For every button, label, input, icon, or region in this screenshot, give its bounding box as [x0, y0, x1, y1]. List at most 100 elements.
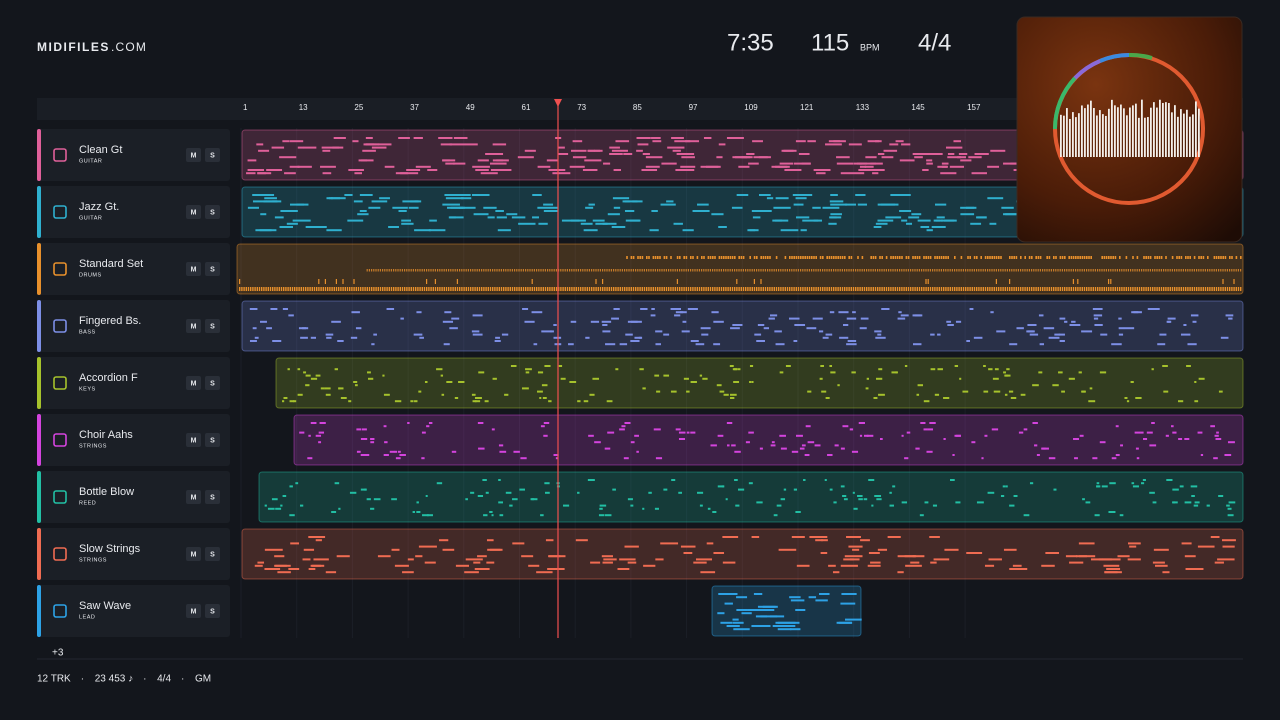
- note: [445, 162, 455, 165]
- clip[interactable]: [711, 585, 862, 637]
- mute-button[interactable]: M: [186, 148, 201, 162]
- playhead-handle[interactable]: [554, 99, 562, 107]
- note: [722, 561, 736, 564]
- drum-hit: [1141, 287, 1143, 291]
- note: [412, 511, 415, 513]
- drum-hit: [868, 269, 870, 272]
- drum-hit: [580, 287, 582, 291]
- note: [498, 479, 501, 481]
- note: [783, 149, 797, 152]
- clip[interactable]: [241, 300, 1244, 352]
- note: [891, 371, 897, 374]
- hidden-tracks[interactable]: +3: [52, 648, 64, 659]
- drum-hit: [525, 269, 527, 272]
- solo-label[interactable]: S: [210, 437, 215, 444]
- mute-button[interactable]: M: [186, 433, 201, 447]
- drum-hit: [960, 269, 962, 272]
- clip[interactable]: [258, 471, 1244, 523]
- drum-hit: [1213, 287, 1215, 291]
- clip[interactable]: [241, 129, 1244, 181]
- solo-button[interactable]: S: [205, 604, 220, 618]
- solo-label[interactable]: S: [210, 152, 215, 159]
- mute-button[interactable]: M: [186, 490, 201, 504]
- mute-button[interactable]: M: [186, 262, 201, 276]
- clip[interactable]: [293, 414, 1244, 466]
- note: [914, 314, 921, 317]
- mute-label[interactable]: M: [191, 323, 197, 330]
- solo-button[interactable]: S: [205, 490, 220, 504]
- solo-button[interactable]: S: [205, 262, 220, 276]
- note: [930, 368, 936, 371]
- drum-hit: [830, 287, 833, 291]
- track-name: Saw Wave: [79, 600, 131, 612]
- note: [494, 340, 501, 342]
- note: [497, 229, 511, 232]
- clip[interactable]: [236, 243, 1244, 295]
- solo-button[interactable]: S: [205, 148, 220, 162]
- note: [483, 206, 497, 209]
- note: [370, 507, 375, 510]
- mute-label[interactable]: M: [191, 608, 197, 615]
- clip[interactable]: [241, 528, 1244, 580]
- drum-hit: [597, 287, 599, 291]
- note: [851, 371, 856, 374]
- note: [359, 194, 373, 196]
- solo-label[interactable]: S: [210, 266, 215, 273]
- drum-hit: [976, 269, 978, 272]
- drum-hit: [1215, 256, 1218, 259]
- art-wave-bar: [1081, 105, 1083, 157]
- drum-hit: [1163, 287, 1165, 291]
- note: [428, 229, 446, 232]
- note: [778, 548, 797, 551]
- note: [758, 194, 771, 196]
- mute-button[interactable]: M: [186, 376, 201, 390]
- mute-label[interactable]: M: [191, 266, 197, 273]
- solo-button[interactable]: S: [205, 319, 220, 333]
- drum-hit: [1198, 287, 1200, 291]
- solo-button[interactable]: S: [205, 376, 220, 390]
- mute-label[interactable]: M: [191, 209, 197, 216]
- solo-label[interactable]: S: [210, 494, 215, 501]
- mute-button[interactable]: M: [186, 604, 201, 618]
- note: [1218, 390, 1223, 393]
- mute-label[interactable]: M: [191, 494, 197, 501]
- solo-button[interactable]: S: [205, 547, 220, 561]
- mute-button[interactable]: M: [186, 319, 201, 333]
- note: [474, 568, 490, 570]
- drum-hit: [707, 287, 709, 291]
- note: [653, 428, 661, 431]
- drum-hit: [822, 287, 824, 291]
- drum-hit: [588, 287, 591, 291]
- note: [524, 149, 536, 152]
- clip[interactable]: [275, 357, 1244, 409]
- solo-label[interactable]: S: [210, 323, 215, 330]
- solo-label[interactable]: S: [210, 209, 215, 216]
- mute-label[interactable]: M: [191, 152, 197, 159]
- solo-label[interactable]: S: [210, 551, 215, 558]
- mute-label[interactable]: M: [191, 437, 197, 444]
- note: [773, 514, 778, 517]
- note: [853, 507, 858, 510]
- mute-label[interactable]: M: [191, 380, 197, 387]
- solo-button[interactable]: S: [205, 205, 220, 219]
- solo-label[interactable]: S: [210, 380, 215, 387]
- note: [1184, 501, 1192, 504]
- note: [1079, 555, 1096, 558]
- drum-hit: [819, 256, 822, 259]
- solo-label[interactable]: S: [210, 608, 215, 615]
- mute-button[interactable]: M: [186, 205, 201, 219]
- mute-label[interactable]: M: [191, 551, 197, 558]
- solo-button[interactable]: S: [205, 433, 220, 447]
- mute-button[interactable]: M: [186, 547, 201, 561]
- note: [899, 210, 912, 212]
- note: [850, 558, 860, 561]
